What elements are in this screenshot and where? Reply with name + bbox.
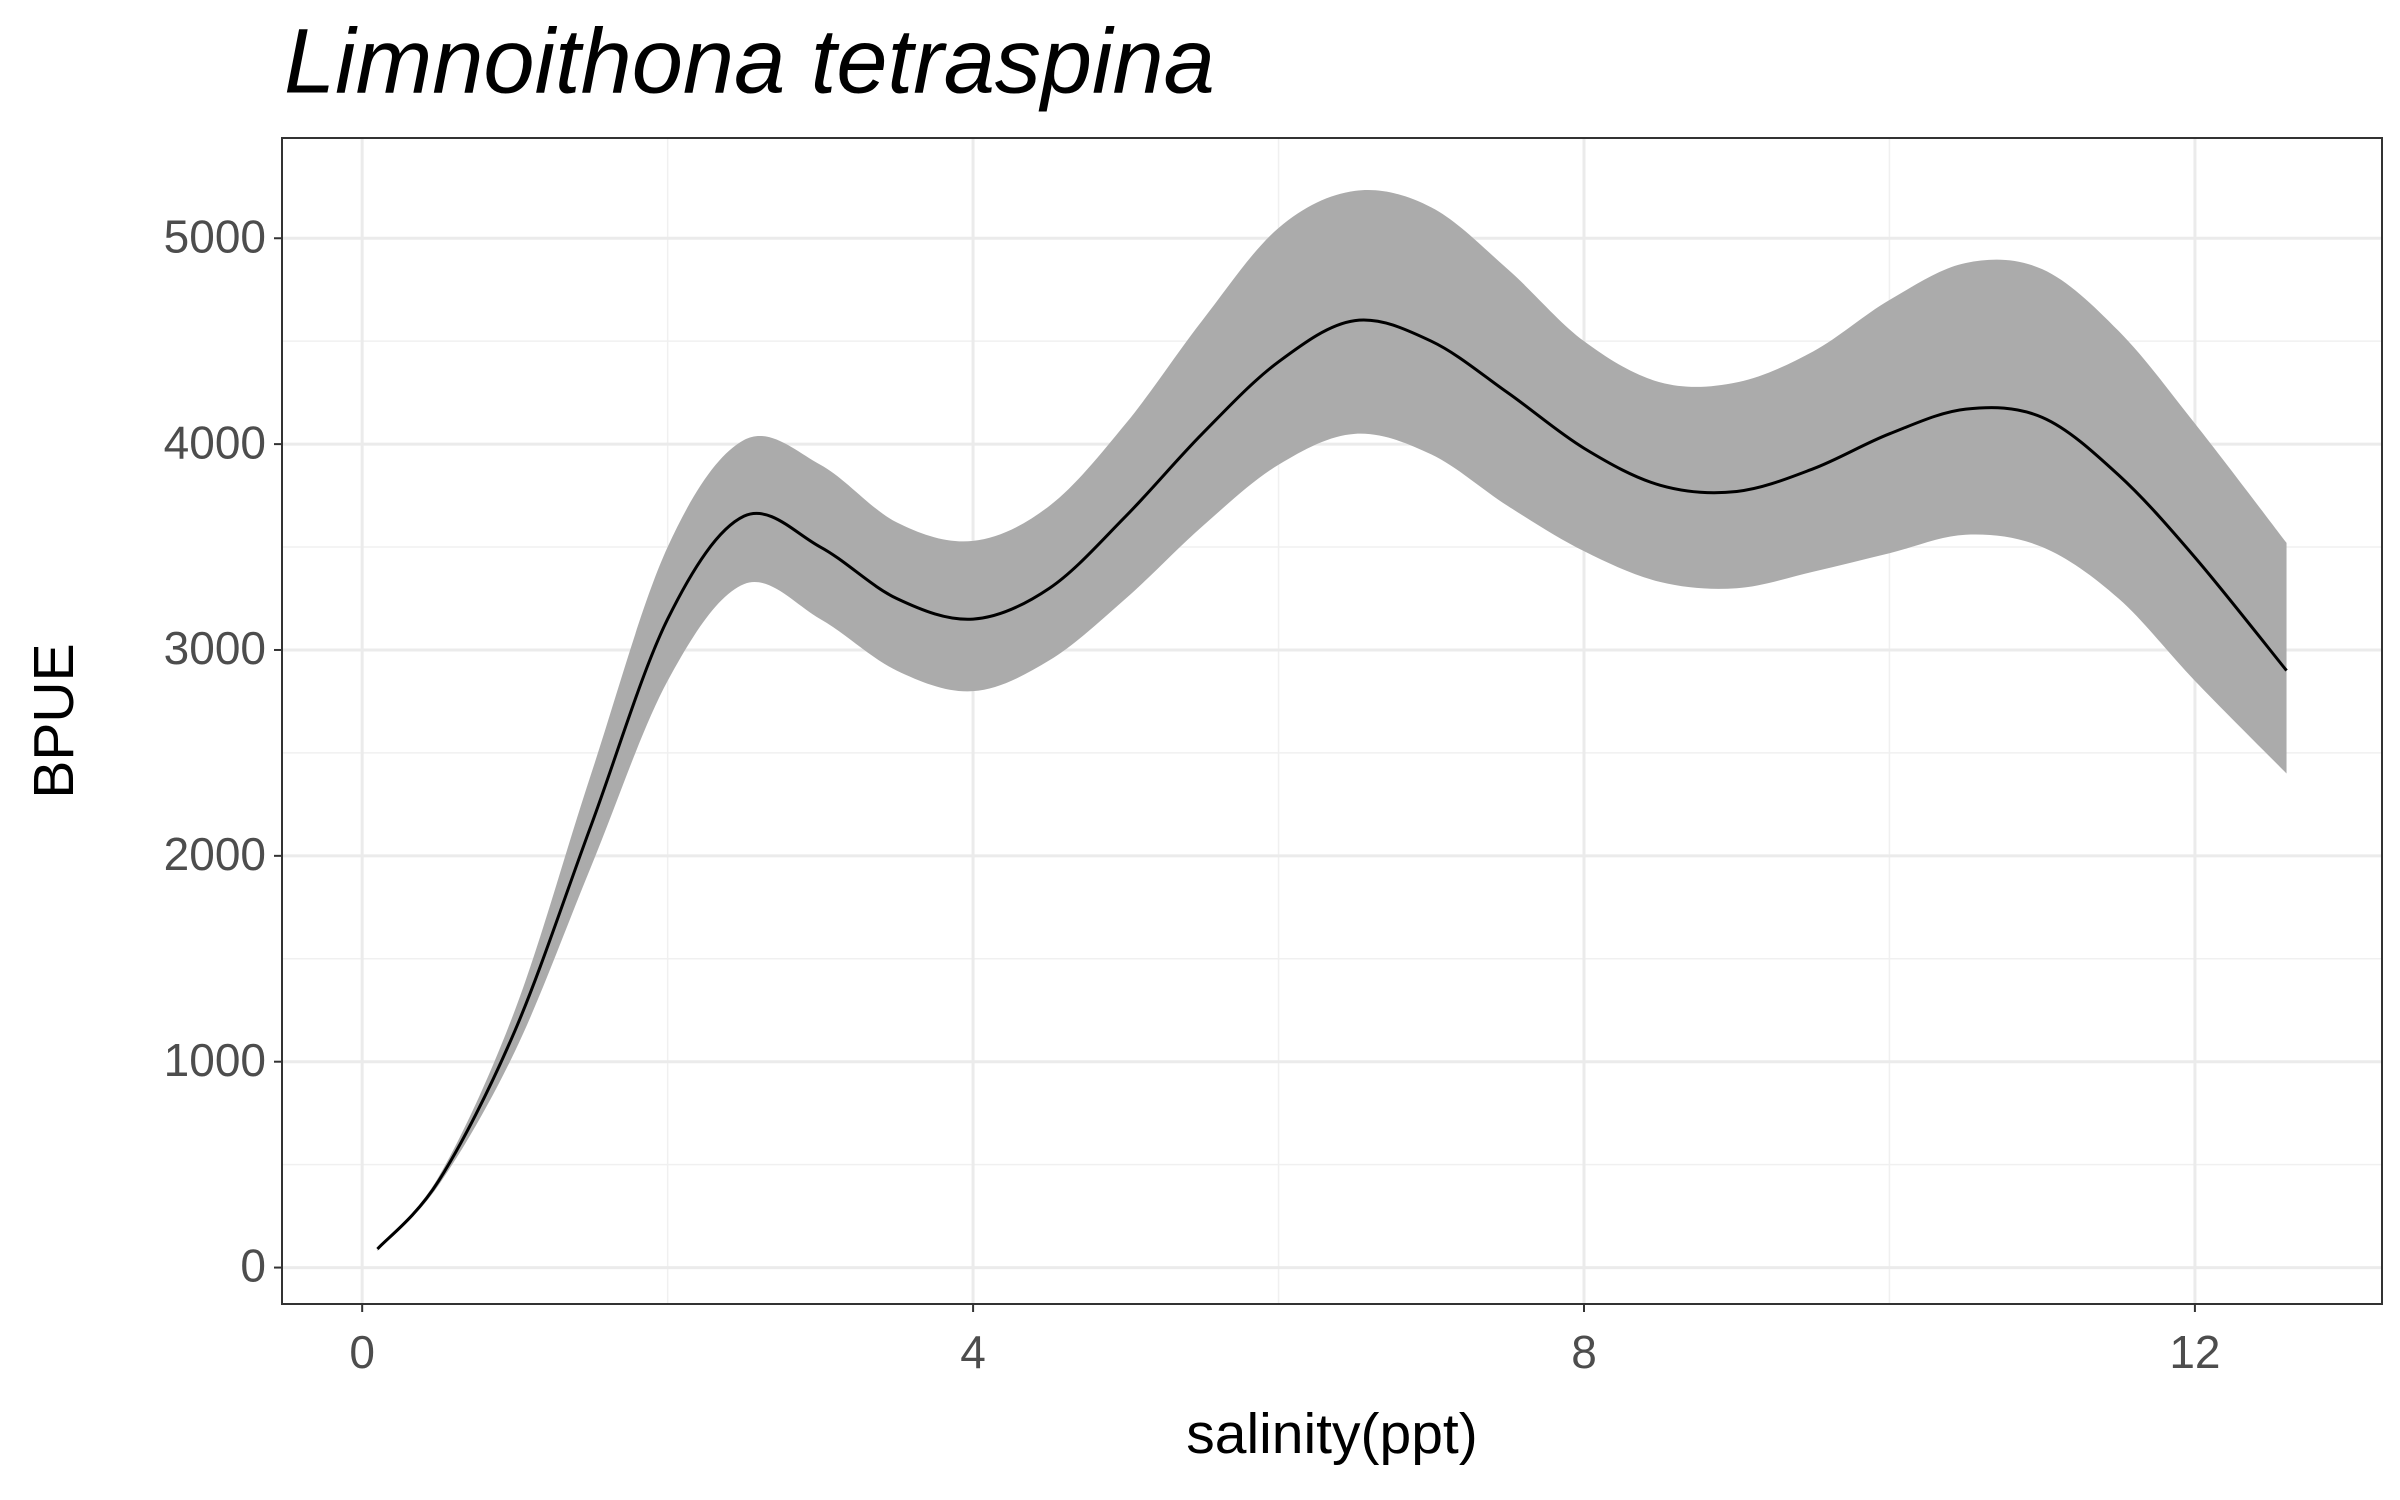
y-tick-label: 2000 bbox=[164, 828, 266, 880]
chart-title: Limnoithona tetraspina bbox=[284, 10, 1215, 112]
y-tick-label: 4000 bbox=[164, 416, 266, 468]
x-tick-label: 0 bbox=[349, 1326, 375, 1378]
confidence-band bbox=[377, 190, 2287, 1252]
panel-border bbox=[281, 137, 2383, 1305]
y-tick-label: 1000 bbox=[164, 1034, 266, 1086]
x-axis-title: salinity(ppt) bbox=[1186, 1402, 1477, 1466]
y-tick-label: 0 bbox=[240, 1240, 266, 1292]
x-tick-label: 8 bbox=[1571, 1326, 1597, 1378]
y-tick-label: 5000 bbox=[164, 210, 266, 262]
x-tick-label: 4 bbox=[960, 1326, 986, 1378]
y-tick-label: 3000 bbox=[164, 622, 266, 674]
line bbox=[376, 318, 2288, 1251]
y-axis-title: BPUE bbox=[22, 643, 86, 798]
x-tick-label: 12 bbox=[2169, 1326, 2220, 1378]
